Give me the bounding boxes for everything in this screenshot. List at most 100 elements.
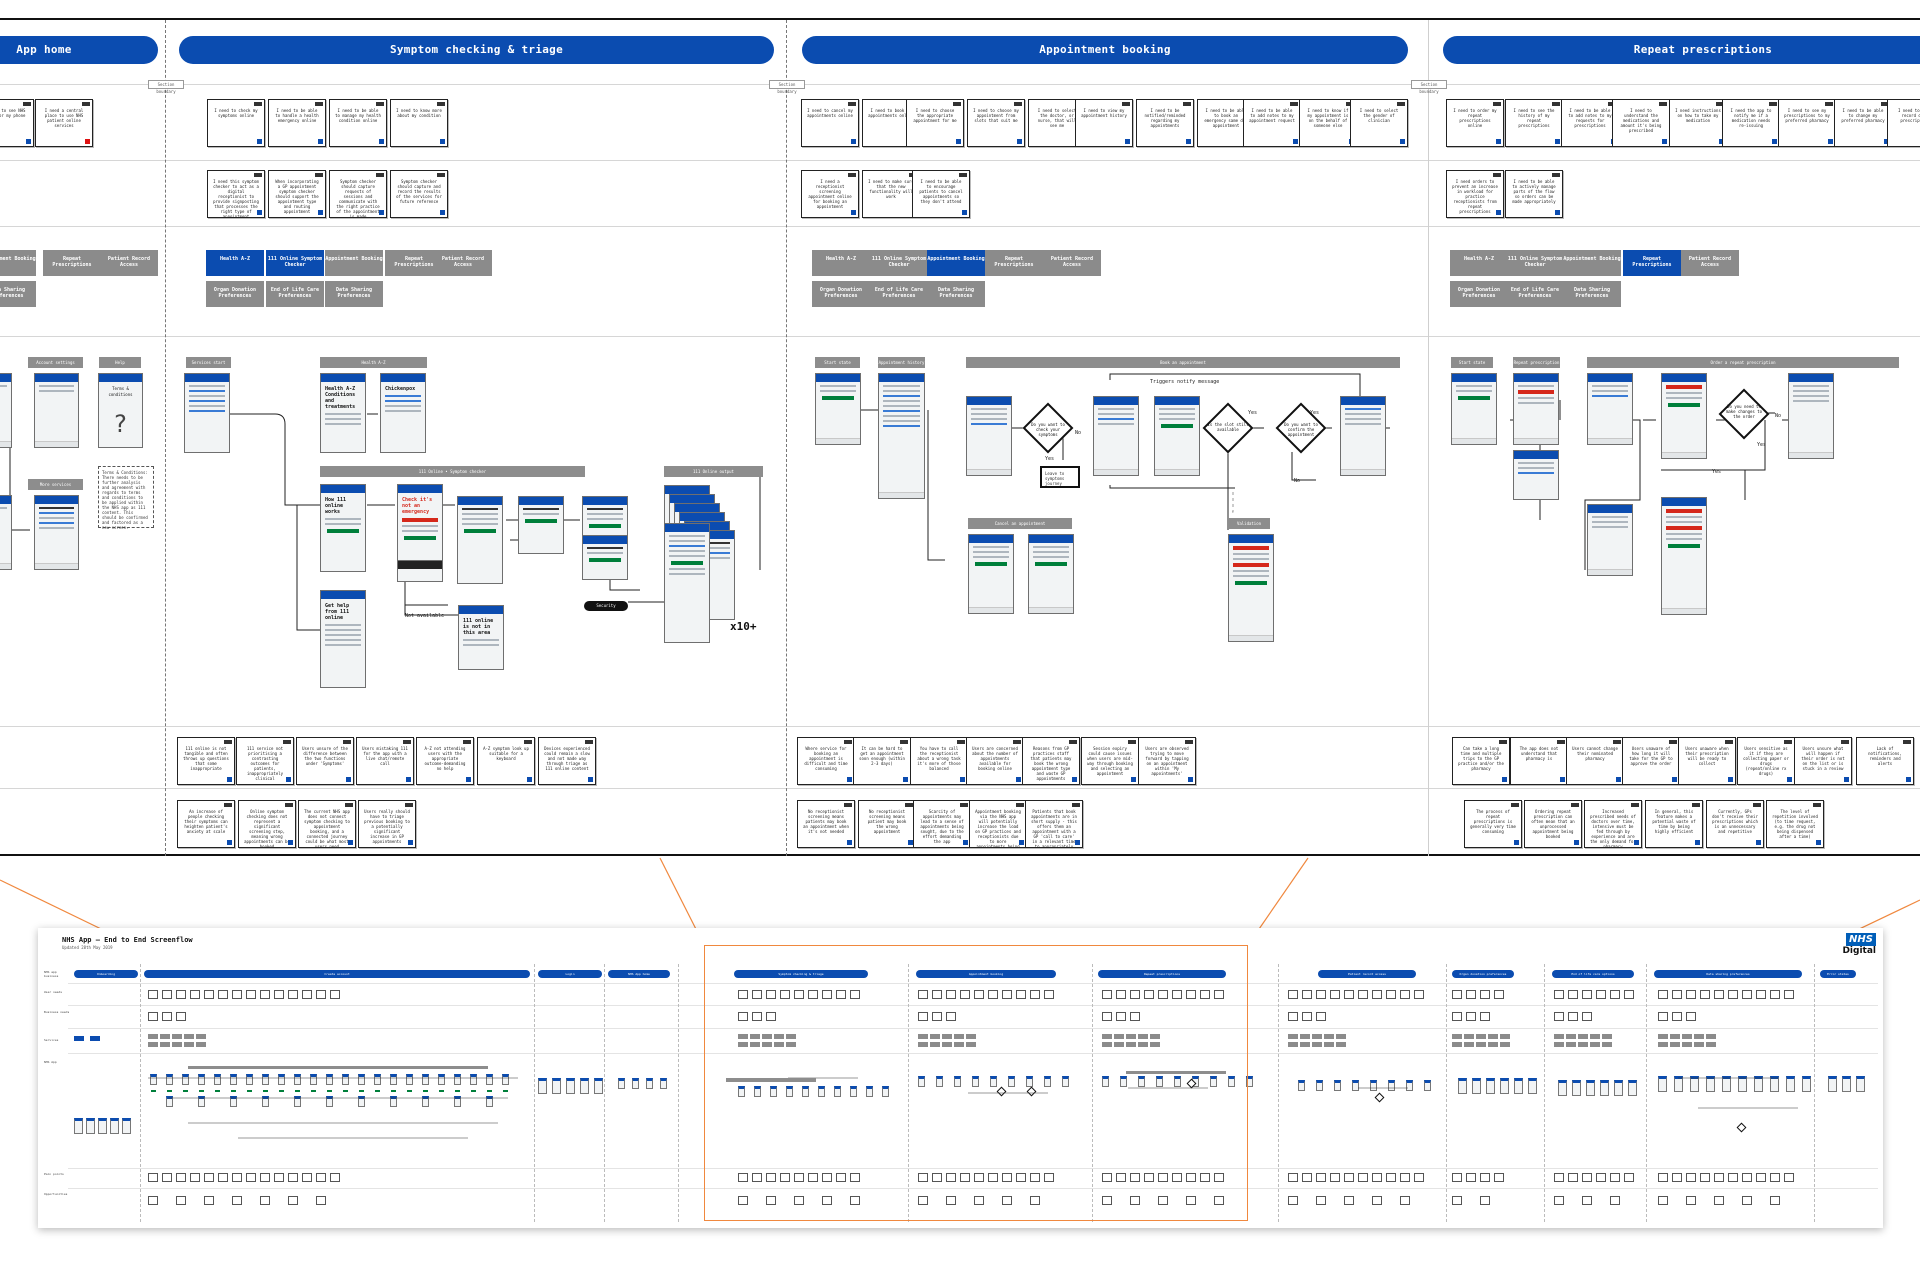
overview-user-need <box>738 990 748 999</box>
rx-confirm-screen[interactable] <box>1661 373 1707 459</box>
overview-screen <box>1026 1076 1033 1087</box>
overview-pill[interactable]: NHS App home <box>608 970 670 978</box>
service-patient-record-access[interactable]: Patient Record Access <box>1681 250 1739 276</box>
section-pill-repeat-prescriptions[interactable]: Repeat prescriptions <box>1443 36 1920 64</box>
rx-notes-screen[interactable] <box>1587 504 1633 576</box>
overview-user-need <box>1714 990 1724 999</box>
overview-user-need <box>1102 990 1112 999</box>
service-patient-record-access[interactable]: Patient Record Access <box>434 250 492 276</box>
service-repeat-prescriptions[interactable]: Repeat Prescriptions <box>385 250 443 276</box>
symptom-question-screen[interactable] <box>457 496 503 584</box>
rx-select-screen[interactable] <box>1587 373 1633 445</box>
service-organ-donation[interactable]: Organ Donation Preferences <box>812 281 870 307</box>
how-111-works-screen[interactable]: How 111 online works <box>320 484 366 572</box>
section-pill-app-home[interactable]: App home <box>0 36 158 64</box>
service-data-sharing[interactable]: Data Sharing Preferences <box>1563 281 1621 307</box>
user-need-note: I need the app to notify me if a medicat… <box>1722 99 1780 147</box>
select-slot-screen[interactable] <box>1093 396 1139 476</box>
overview-pill[interactable]: Create account <box>144 970 530 978</box>
overview-user-need <box>822 990 832 999</box>
check-emergency-screen[interactable]: Check it's not an emergency <box>397 484 443 572</box>
overview-pill[interactable]: End of life care options <box>1552 970 1634 978</box>
overview-pill[interactable]: Repeat prescriptions <box>1098 970 1226 978</box>
overview-pill[interactable]: Organ donation preferences <box>1452 970 1514 978</box>
service-organ-donation[interactable]: Organ Donation Preferences <box>206 281 264 307</box>
service-appointment-booking[interactable]: Appointment Booking <box>927 250 985 276</box>
overview-service <box>1578 1042 1588 1047</box>
service-end-of-life[interactable]: End of Life Care Preferences <box>266 281 324 307</box>
app-home-screen[interactable] <box>0 373 12 448</box>
service-111-online[interactable]: 111 Online Symptom Checker <box>266 250 324 276</box>
section-pill-appointment-booking[interactable]: Appointment booking <box>802 36 1408 64</box>
service-data-sharing[interactable]: Data Sharing Preferences <box>927 281 985 307</box>
overview-divider <box>534 964 535 1222</box>
overview-business-need <box>1288 1012 1298 1021</box>
book-appointment-screen[interactable] <box>966 396 1012 476</box>
overview-pill[interactable]: Onboarding <box>74 970 138 978</box>
cancel-confirm-screen[interactable] <box>1028 534 1074 614</box>
overview-user-need <box>1144 990 1154 999</box>
app-home-screen[interactable] <box>0 495 12 570</box>
more-services-screen[interactable] <box>34 495 79 570</box>
section-pill-symptom-checking[interactable]: Symptom checking & triage <box>179 36 774 64</box>
overview-pill[interactable]: Symptom checking & triage <box>734 970 868 978</box>
account-settings-screen[interactable] <box>34 373 79 448</box>
rx-review-screen[interactable] <box>1661 497 1707 615</box>
flow-header-more-services: More services <box>28 479 83 490</box>
appointment-details-screen[interactable] <box>1154 396 1200 476</box>
services-start-screen[interactable] <box>184 373 230 453</box>
emergency-prompt-screen[interactable] <box>397 560 443 582</box>
overview-pill[interactable]: Data sharing preferences <box>1654 970 1802 978</box>
overview-pill[interactable]: Patient record access <box>1318 970 1416 978</box>
rx-ordered-screen[interactable] <box>1788 373 1834 459</box>
service-organ-donation[interactable]: Organ Donation Preferences <box>1450 281 1508 307</box>
help-screen[interactable]: Terms & conditions? <box>98 373 143 448</box>
overview-pain-point <box>1158 1173 1168 1182</box>
service-end-of-life[interactable]: End of Life Care Preferences <box>870 281 928 307</box>
service-repeat-prescriptions[interactable]: Repeat Prescriptions <box>43 250 101 276</box>
appointment-confirmed-screen[interactable] <box>1340 396 1386 476</box>
service-appointment-booking[interactable]: Appointment Booking <box>0 250 36 276</box>
overview-pain-point <box>274 1173 284 1182</box>
symptom-question-screen[interactable] <box>582 535 628 580</box>
overview-pill[interactable]: Appointment booking <box>916 970 1056 978</box>
not-in-area-screen[interactable]: 111 online is not in this area <box>458 605 504 670</box>
symptom-question-screen[interactable] <box>518 496 564 554</box>
leave-symptom-node: Leave to symptoms journey <box>1040 466 1080 488</box>
service-111-online[interactable]: 111 Online Symptom Checker <box>1506 250 1564 276</box>
service-111-online[interactable]: 111 Online Symptom Checker <box>870 250 928 276</box>
divider-tag: Section boundary <box>148 80 184 94</box>
rx-start-screen[interactable] <box>1451 373 1497 445</box>
overview-pain-point <box>1330 1173 1340 1182</box>
overview-opportunity <box>1686 1196 1696 1205</box>
overview-pill[interactable]: Error states <box>1820 970 1856 978</box>
service-repeat-prescriptions[interactable]: Repeat Prescriptions <box>1623 250 1681 276</box>
overview-screen <box>150 1074 157 1085</box>
rx-log-screen[interactable] <box>1513 373 1559 445</box>
service-data-sharing[interactable]: Data Sharing Preferences <box>0 281 36 307</box>
service-health-az[interactable]: Health A-Z <box>206 250 264 276</box>
appointment-start-screen[interactable] <box>815 373 861 445</box>
service-appointment-booking[interactable]: Appointment Booking <box>325 250 383 276</box>
health-az-screen[interactable]: Health A-Z Conditions and treatments <box>320 373 366 453</box>
rx-log-detail-screen[interactable] <box>1513 450 1559 500</box>
service-health-az[interactable]: Health A-Z <box>1450 250 1508 276</box>
get-help-111-screen[interactable]: Get help from 111 online <box>320 590 366 688</box>
service-appointment-booking[interactable]: Appointment Booking <box>1563 250 1621 276</box>
service-repeat-prescriptions[interactable]: Repeat Prescriptions <box>985 250 1043 276</box>
service-patient-record-access[interactable]: Patient Record Access <box>1043 250 1101 276</box>
cancel-appointment-screen[interactable] <box>968 534 1014 614</box>
overview-service <box>1288 1042 1298 1047</box>
service-end-of-life[interactable]: End of Life Care Preferences <box>1506 281 1564 307</box>
service-health-az[interactable]: Health A-Z <box>812 250 870 276</box>
appointment-history-screen[interactable] <box>878 373 925 499</box>
flow-header-help: Help <box>99 357 141 368</box>
validation-screen[interactable] <box>1228 534 1274 642</box>
flow-header-111-online: 111 Online • Symptom checker <box>320 466 585 477</box>
output-screen-long[interactable] <box>664 523 710 643</box>
overview-service <box>1476 1042 1486 1047</box>
overview-pill[interactable]: Login <box>538 970 602 978</box>
service-data-sharing[interactable]: Data Sharing Preferences <box>325 281 383 307</box>
service-patient-record-access[interactable]: Patient Record Access <box>100 250 158 276</box>
chickenpox-screen[interactable]: Chickenpox <box>380 373 426 453</box>
